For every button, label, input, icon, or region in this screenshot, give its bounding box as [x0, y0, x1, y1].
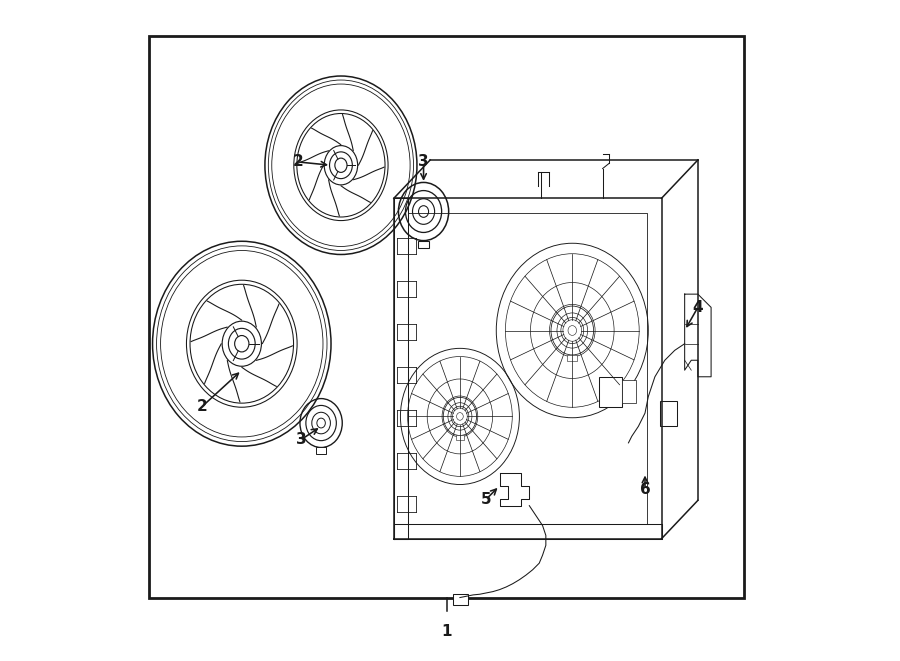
FancyBboxPatch shape — [316, 447, 326, 453]
Bar — [454, 594, 468, 605]
Text: 2: 2 — [197, 399, 208, 414]
Text: 3: 3 — [418, 155, 429, 169]
Text: 4: 4 — [693, 300, 703, 315]
Text: 3: 3 — [296, 432, 307, 447]
Text: 6: 6 — [640, 482, 651, 496]
FancyBboxPatch shape — [418, 241, 429, 248]
Bar — [598, 377, 622, 407]
Bar — [661, 401, 677, 426]
Text: 5: 5 — [481, 492, 491, 506]
Bar — [149, 36, 744, 598]
Text: 2: 2 — [292, 155, 303, 169]
FancyBboxPatch shape — [456, 436, 464, 440]
FancyBboxPatch shape — [568, 355, 577, 361]
Bar — [622, 380, 636, 403]
Text: 1: 1 — [441, 624, 452, 639]
